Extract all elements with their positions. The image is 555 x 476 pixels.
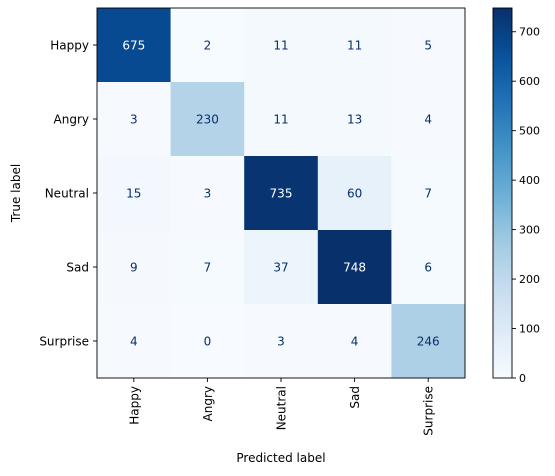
heatmap-cell [391, 230, 466, 305]
heatmap-cell [244, 230, 319, 305]
cell-value-label: 0 [204, 335, 212, 349]
y-tick-label: Sad [66, 261, 89, 275]
heatmap-cell [97, 304, 171, 379]
heatmap-cells: 675 2 11 11 5 3 230 11 13 4 15 3 735 60 7 9 7 37 748 6 4 0 3 4 2… [97, 8, 466, 379]
cell-value-label: 3 [204, 187, 212, 201]
cell-value-label: 4 [351, 335, 359, 349]
heatmap-cell [391, 304, 466, 379]
heatmap-cell [97, 230, 171, 305]
cell-value-label: 246 [417, 335, 440, 349]
heatmap-cell [170, 304, 245, 379]
cell-value-label: 11 [273, 39, 288, 53]
x-tick-label: Sad [348, 386, 362, 409]
heatmap-cell [317, 8, 392, 83]
colorbar: 0 100 200 300 400 500 600 700 [492, 7, 540, 385]
heatmap-cell [391, 82, 466, 157]
x-tick-label: Neutral [275, 386, 289, 430]
cell-value-label: 15 [126, 187, 141, 201]
colorbar-tick-label: 600 [519, 75, 540, 88]
heatmap-cell [170, 8, 245, 83]
heatmap-cell [317, 230, 392, 305]
cell-value-label: 37 [273, 261, 288, 275]
colorbar-gradient [492, 7, 513, 379]
cell-value-label: 675 [122, 39, 145, 53]
heatmap-cell [97, 8, 171, 83]
heatmap-cell [317, 304, 392, 379]
cell-value-label: 6 [424, 261, 432, 275]
cell-value-label: 11 [273, 113, 288, 127]
cell-value-label: 60 [347, 187, 362, 201]
x-tick-label: Surprise [422, 386, 436, 436]
x-tick-label: Happy [127, 386, 141, 425]
heatmap-cell [391, 8, 466, 83]
cell-value-label: 7 [424, 187, 432, 201]
heatmap-cell [170, 156, 245, 231]
heatmap-cell [317, 156, 392, 231]
axis-ticks: Happy Angry Neutral Sad Surprise Happy Angry Ne… [39, 39, 435, 436]
cell-value-label: 3 [130, 113, 138, 127]
y-axis-label: True label [9, 164, 23, 223]
cell-value-label: 748 [343, 261, 366, 275]
cell-value-label: 735 [270, 187, 293, 201]
heatmap-cell [170, 230, 245, 305]
colorbar-tick-label: 300 [519, 224, 540, 237]
y-tick-label: Neutral [45, 187, 89, 201]
y-tick-label: Surprise [39, 335, 89, 349]
y-tick-label: Happy [50, 39, 89, 53]
colorbar-tick-label: 100 [519, 323, 540, 336]
heatmap-cell [97, 82, 171, 157]
heatmap-cell [317, 82, 392, 157]
y-tick-label: Angry [54, 113, 89, 127]
heatmap-cell [391, 156, 466, 231]
colorbar-tick-label: 0 [519, 372, 526, 385]
cell-value-label: 230 [196, 113, 219, 127]
cell-value-label: 2 [204, 39, 212, 53]
heatmap-cell [97, 156, 171, 231]
cell-value-label: 7 [204, 261, 212, 275]
cell-value-label: 5 [424, 39, 432, 53]
heatmap-cell [244, 304, 319, 379]
x-axis-label: Predicted label [236, 451, 325, 465]
cell-value-label: 11 [347, 39, 362, 53]
heatmap-cell [170, 82, 245, 157]
cell-value-label: 13 [347, 113, 362, 127]
heatmap-cell [244, 156, 319, 231]
cell-value-label: 4 [130, 335, 138, 349]
colorbar-tick-label: 200 [519, 273, 540, 286]
cell-value-label: 4 [424, 113, 432, 127]
colorbar-tick-label: 500 [519, 125, 540, 138]
heatmap-cell [244, 82, 319, 157]
colorbar-tick-label: 700 [519, 26, 540, 39]
cell-value-label: 9 [130, 261, 138, 275]
x-tick-label: Angry [201, 386, 215, 421]
colorbar-tick-label: 400 [519, 174, 540, 187]
cell-value-label: 3 [277, 335, 285, 349]
heatmap-cell [244, 8, 319, 83]
